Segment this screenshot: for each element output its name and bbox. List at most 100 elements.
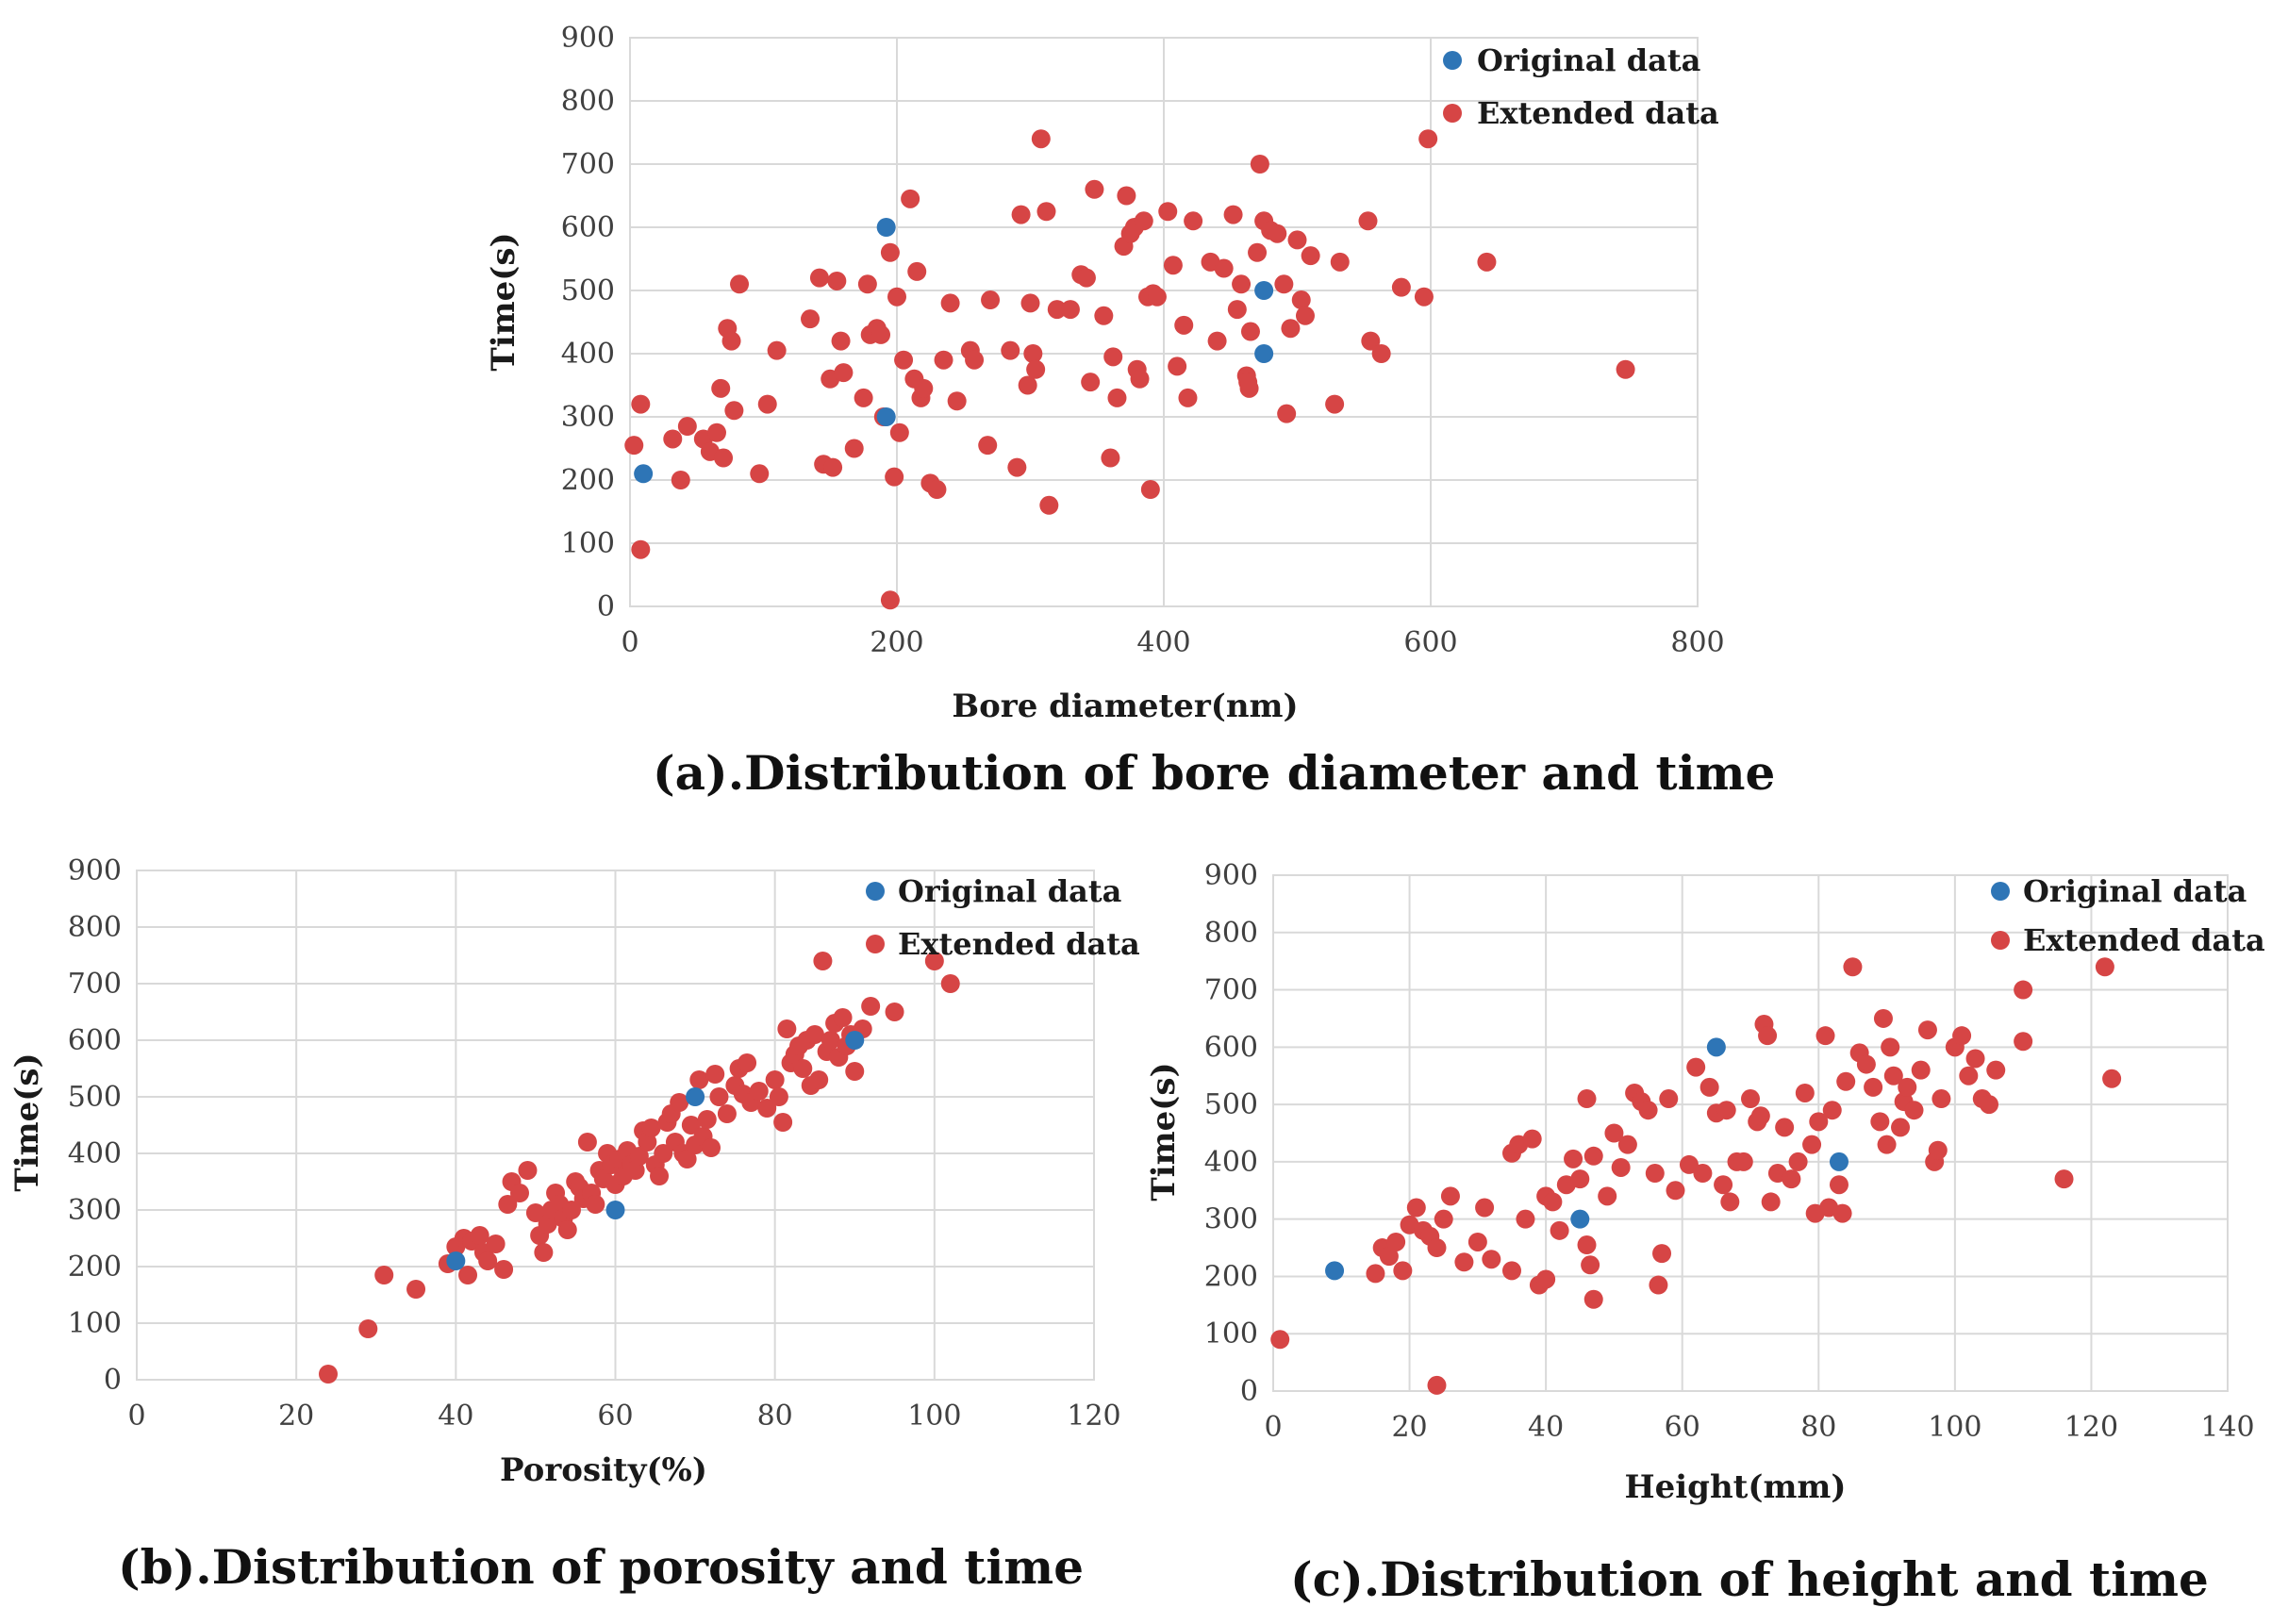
extended-data-point [1986, 1060, 2006, 1080]
x-axis-title: Porosity(%) [500, 1451, 707, 1489]
extended-data-point [1980, 1095, 1998, 1115]
original-data-point [845, 1031, 865, 1050]
extended-data-point [1652, 1244, 1672, 1264]
extended-data-point [1843, 957, 1863, 977]
extended-data-point [1240, 322, 1260, 341]
extended-data-point [534, 1243, 554, 1262]
chart-bore-diameter: 0 100 200 300 400 500 600 700 800 900 0 200 400 600 80… [485, 22, 1725, 725]
extended-data-point [629, 1147, 649, 1166]
extended-data-point [525, 1203, 545, 1222]
y-tick-label: 300 [561, 401, 615, 434]
extended-data-point [705, 1065, 725, 1084]
extended-data-point [1134, 211, 1153, 231]
x-tick-label: 80 [1800, 1411, 1836, 1444]
extended-data-point [1239, 378, 1259, 398]
extended-data-point [1223, 205, 1243, 224]
extended-data-point [1020, 293, 1040, 313]
extended-data-point [1516, 1209, 1535, 1229]
extended-data-point [681, 1116, 701, 1135]
y-tick-label: 500 [68, 1081, 122, 1114]
extended-data-point [1604, 1123, 1624, 1143]
extended-data-point [804, 1025, 824, 1044]
y-tick-label: 0 [1240, 1375, 1258, 1408]
legend-marker-original [866, 882, 885, 901]
x-tick-label: 40 [438, 1400, 473, 1433]
extended-data-point [631, 394, 651, 414]
extended-data-point [1232, 274, 1252, 294]
extended-data-point [1094, 306, 1114, 325]
y-tick-label: 200 [561, 464, 615, 497]
extended-data-point [1815, 1026, 1835, 1046]
extended-data-point [406, 1280, 426, 1299]
x-tick-label: 0 [127, 1400, 145, 1433]
extended-data-point [561, 1201, 581, 1219]
extended-data-point [1699, 1077, 1719, 1097]
extended-data-point [1822, 1101, 1842, 1120]
extended-data-point [1883, 1066, 1903, 1085]
extended-data-point [1482, 1250, 1501, 1269]
extended-data-point [757, 394, 777, 414]
extended-data-point [767, 340, 787, 360]
original-data-point [1325, 1261, 1345, 1281]
extended-data-point [927, 480, 947, 500]
y-tick-label: 900 [1204, 859, 1258, 892]
extended-data-point [1959, 1066, 1979, 1085]
extended-data-point [1117, 186, 1136, 206]
extended-data-point [1158, 202, 1178, 222]
original-data-point [1254, 281, 1274, 300]
extended-data-point [624, 436, 644, 456]
extended-data-point [834, 363, 854, 383]
extended-data-point [947, 391, 967, 411]
extended-data-point [1686, 1057, 1706, 1077]
extended-data-point [577, 1133, 597, 1152]
extended-data-point [717, 1104, 737, 1123]
extended-data-point [809, 268, 829, 288]
extended-data-point [518, 1161, 538, 1180]
extended-data-point [654, 1144, 673, 1163]
extended-data-point [494, 1260, 514, 1279]
extended-data-point [940, 974, 960, 993]
extended-data-point [1085, 179, 1104, 199]
extended-data-point [677, 1150, 697, 1168]
extended-data-point [749, 1082, 769, 1101]
y-tick-label: 200 [1204, 1260, 1258, 1293]
extended-data-point [1107, 388, 1127, 407]
extended-data-point [901, 189, 920, 208]
plot-area: 0 100 200 300 400 500 600 700 800 900 0 200 400 600 80… [561, 22, 1725, 659]
extended-data-point [1227, 300, 1247, 320]
extended-data-point [1406, 1198, 1426, 1218]
original-data-point [1706, 1037, 1726, 1057]
extended-data-point [1570, 1169, 1590, 1189]
extended-data-point [1714, 1175, 1733, 1195]
extended-data-point [1301, 246, 1320, 266]
y-tick-label: 800 [1204, 917, 1258, 950]
x-tick-label: 40 [1528, 1411, 1564, 1444]
original-data-point [634, 464, 654, 484]
extended-data-point [965, 350, 985, 370]
extended-data-point [1617, 1135, 1637, 1154]
extended-data-point [1564, 1149, 1583, 1168]
y-tick-label: 400 [561, 338, 615, 371]
extended-data-point [833, 1008, 853, 1027]
extended-data-point [1550, 1220, 1569, 1240]
extended-data-point [1140, 480, 1160, 500]
y-tick-label: 900 [561, 22, 615, 55]
extended-data-point [1802, 1135, 1822, 1154]
extended-data-point [709, 1087, 729, 1106]
extended-data-point [1877, 1135, 1897, 1154]
original-data-point [446, 1251, 466, 1270]
legend-marker-original [1443, 51, 1462, 70]
extended-data-point [1371, 344, 1391, 363]
extended-data-point [1741, 1089, 1760, 1109]
extended-data-point [510, 1184, 529, 1202]
extended-data-point [1733, 1152, 1753, 1171]
extended-data-point [2102, 1069, 2122, 1088]
extended-data-point [1287, 230, 1307, 250]
extended-data-point [1076, 268, 1096, 288]
y-tick-label: 500 [1204, 1088, 1258, 1121]
extended-data-point [1018, 375, 1037, 395]
x-tick-label: 20 [1391, 1411, 1427, 1444]
extended-data-point [1039, 495, 1059, 515]
extended-data-point [750, 464, 770, 484]
